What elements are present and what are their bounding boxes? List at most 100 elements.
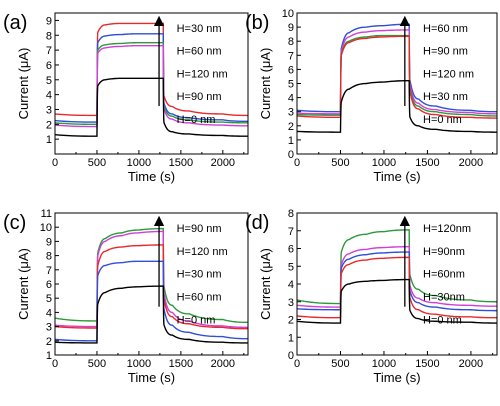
legend-entry: H=30 nm (177, 269, 222, 281)
series-line-4 (55, 285, 248, 344)
y-tick-label: 7 (46, 45, 52, 57)
series-line-0 (297, 229, 497, 305)
y-tick-label: 9 (46, 15, 52, 27)
legend-entry: H=90 nm (177, 91, 222, 103)
y-tick-label: 1 (46, 134, 52, 146)
y-tick-label: 8 (46, 251, 52, 263)
panel-a: 0 500 1000 1500 2000 1 2 3 4 5 6 7 8 9 Time (s) Current… (3, 12, 249, 184)
series-line-1 (55, 33, 248, 123)
x-tick-label: 1500 (169, 358, 193, 370)
y-tick-label: 5 (46, 75, 52, 87)
y-tick-label: 5 (46, 293, 52, 305)
x-tick-label: 2000 (459, 358, 483, 370)
y-tick-label: 8 (288, 36, 294, 48)
x-tick-label: 2000 (211, 358, 235, 370)
legend-entry: H=90 nm (423, 46, 468, 58)
x-tick-label: 500 (331, 157, 349, 169)
x-tick-label: 0 (294, 358, 300, 370)
legend-entry: H=0 nm (423, 314, 462, 326)
y-tick-label: 2 (46, 119, 52, 131)
panel-d: 0 500 1000 1500 2000 0 1 2 3 4 5 6 7 8 Time (s) Current… (245, 208, 498, 385)
y-tick-label: 2 (288, 121, 294, 133)
x-axis-label: Time (s) (128, 169, 175, 184)
x-axis-label: Time (s) (128, 370, 175, 385)
y-tick-label: 4 (46, 307, 52, 319)
x-tick-label: 1000 (127, 358, 151, 370)
legend-entry: H=90nm (423, 246, 465, 258)
y-tick-label: 4 (46, 90, 52, 102)
x-tick-label: 0 (52, 157, 58, 169)
series-line-3 (55, 44, 248, 128)
y-tick-label: 1 (288, 332, 294, 344)
legend-entry: H=60nm (423, 269, 465, 281)
x-tick-label: 0 (52, 358, 58, 370)
legend-entry: H=90 nm (177, 223, 222, 235)
y-tick-label: 3 (288, 297, 294, 309)
legend-entry: H=0 nm (177, 314, 216, 326)
x-tick-label: 1500 (169, 157, 193, 169)
y-tick-label: 6 (288, 244, 294, 256)
panel-label: (b) (245, 12, 269, 34)
x-tick-label: 1000 (372, 358, 396, 370)
x-axis-label: Time (s) (373, 169, 420, 184)
y-tick-label: 2 (288, 315, 294, 327)
x-tick-label: 500 (88, 358, 106, 370)
y-axis-label: Current (μA) (258, 48, 273, 120)
x-tick-label: 1500 (415, 358, 439, 370)
y-axis-label: Current (μA) (258, 248, 273, 320)
y-tick-label: 8 (288, 208, 294, 220)
series-line-4 (55, 77, 248, 137)
legend-entry: H=0 nm (177, 114, 216, 126)
legend-entry: H=120nm (423, 223, 471, 235)
plot-frame (54, 12, 249, 155)
y-tick-label: 6 (46, 279, 52, 291)
x-tick-label: 1000 (372, 157, 396, 169)
panel-label: (a) (3, 12, 27, 34)
y-tick-label: 10 (40, 222, 52, 234)
y-tick-label: 3 (288, 107, 294, 119)
x-tick-label: 0 (294, 157, 300, 169)
y-tick-label: 7 (46, 265, 52, 277)
series-line-3 (297, 35, 497, 119)
y-axis-label: Current (μA) (16, 248, 31, 320)
legend-entry: H=120 nm (423, 68, 474, 80)
y-tick-label: 4 (288, 279, 294, 291)
panel-label: (c) (3, 212, 26, 234)
y-tick-label: 10 (282, 8, 294, 20)
y-tick-label: 3 (46, 104, 52, 116)
series-line-1 (55, 230, 248, 329)
legend-entry: H=120 nm (177, 68, 228, 80)
series-line-3 (55, 260, 248, 342)
y-tick-label: 1 (288, 135, 294, 147)
legend-entry: H=30nm (423, 292, 465, 304)
y-tick-label: 7 (288, 226, 294, 238)
y-tick-label: 2 (46, 336, 52, 348)
y-tick-label: 7 (288, 50, 294, 62)
x-tick-label: 500 (88, 157, 106, 169)
y-tick-label: 0 (288, 149, 294, 161)
series-line-4 (297, 79, 497, 133)
y-tick-label: 5 (288, 261, 294, 273)
series-line-2 (297, 251, 497, 312)
panel-label: (d) (245, 212, 269, 234)
panel-c: 0 500 1000 1500 2000 1 2 3 4 5 6 7 8 9 10 11 Time (s) Cur… (3, 208, 249, 385)
y-tick-label: 4 (288, 93, 294, 105)
y-tick-label: 0 (288, 350, 294, 362)
series-line-4 (297, 278, 497, 324)
y-tick-label: 6 (46, 60, 52, 72)
y-tick-label: 9 (288, 22, 294, 34)
y-tick-label: 1 (46, 350, 52, 362)
y-tick-label: 9 (46, 236, 52, 248)
series-line-3 (297, 256, 497, 319)
legend-entry: H=30 nm (423, 91, 468, 103)
x-tick-label: 1500 (415, 157, 439, 169)
y-tick-label: 5 (288, 79, 294, 91)
y-tick-label: 8 (46, 30, 52, 42)
series-line-1 (297, 246, 497, 308)
y-tick-label: 3 (46, 322, 52, 334)
x-tick-label: 500 (331, 358, 349, 370)
x-tick-label: 2000 (211, 157, 235, 169)
